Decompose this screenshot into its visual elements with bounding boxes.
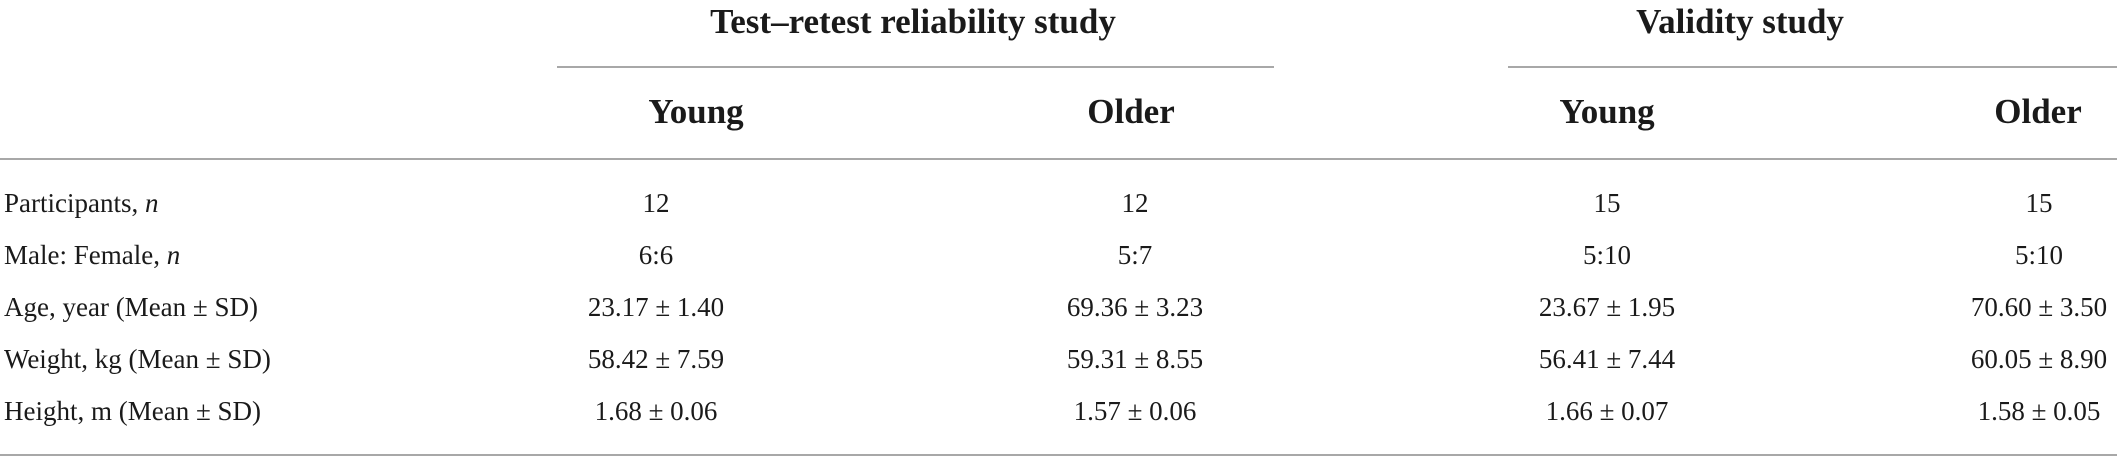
cell-height-young-reliability: 1.68 ± 0.06 <box>594 396 718 426</box>
cell-sex-young-validity: 5:10 <box>1582 240 1632 270</box>
subheader-young-reliability: Young <box>648 92 744 131</box>
cell-sex-older-reliability: 5:7 <box>1117 240 1153 270</box>
cell-height-older-reliability: 1.57 ± 0.06 <box>1073 396 1197 426</box>
cell-weight-older-validity: 60.05 ± 8.90 <box>1970 344 2108 374</box>
cell-sex-young-reliability: 6:6 <box>638 240 674 270</box>
cell-participants-young-validity: 15 <box>1593 188 1621 218</box>
cell-participants-older-reliability: 12 <box>1121 188 1149 218</box>
table-bottom-rule <box>0 454 2117 456</box>
cell-weight-older-reliability: 59.31 ± 8.55 <box>1066 344 1204 374</box>
subheader-older-validity: Older <box>1994 92 2082 131</box>
row-label-male-female: Male: Female, n <box>4 240 181 270</box>
cell-participants-older-validity: 15 <box>2025 188 2053 218</box>
group-title-test-retest: Test–retest reliability study <box>710 2 1116 41</box>
cell-height-young-validity: 1.66 ± 0.07 <box>1545 396 1669 426</box>
row-label-weight: Weight, kg (Mean ± SD) <box>4 344 271 374</box>
group-rule-test-retest <box>557 66 1274 68</box>
row-label-age: Age, year (Mean ± SD) <box>4 292 258 322</box>
cell-weight-young-validity: 56.41 ± 7.44 <box>1538 344 1676 374</box>
cell-age-young-validity: 23.67 ± 1.95 <box>1538 292 1676 322</box>
cell-weight-young-reliability: 58.42 ± 7.59 <box>587 344 725 374</box>
cell-height-older-validity: 1.58 ± 0.05 <box>1977 396 2101 426</box>
group-title-validity: Validity study <box>1636 2 1844 41</box>
row-label-participants: Participants, n <box>4 188 159 218</box>
subheader-older-reliability: Older <box>1087 92 1175 131</box>
cell-age-young-reliability: 23.17 ± 1.40 <box>587 292 725 322</box>
cell-sex-older-validity: 5:10 <box>2014 240 2064 270</box>
header-rule <box>0 158 2117 160</box>
group-rule-validity <box>1508 66 2117 68</box>
cell-participants-young-reliability: 12 <box>642 188 670 218</box>
cell-age-older-validity: 70.60 ± 3.50 <box>1970 292 2108 322</box>
row-label-height: Height, m (Mean ± SD) <box>4 396 262 426</box>
cell-age-older-reliability: 69.36 ± 3.23 <box>1066 292 1204 322</box>
subheader-young-validity: Young <box>1559 92 1655 131</box>
